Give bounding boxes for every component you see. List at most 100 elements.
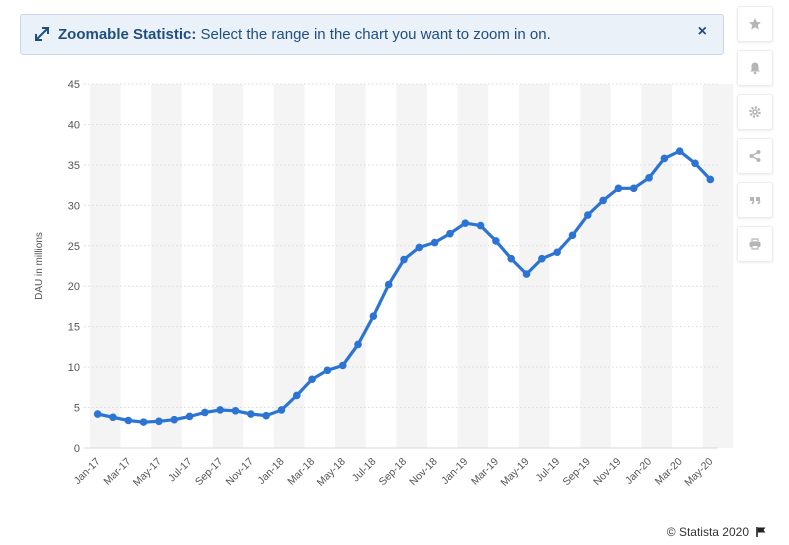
notification-button[interactable]: [737, 50, 773, 86]
data-point: [645, 174, 653, 182]
bell-icon: [750, 62, 760, 75]
y-tick-label: 40: [68, 119, 80, 131]
x-tick-label: May-17: [131, 456, 164, 489]
chart-band: [702, 84, 734, 448]
x-tick-label: Sep-17: [193, 456, 226, 489]
banner-text: Zoomable Statistic: Select the range in …: [58, 26, 551, 43]
x-tick-label: Jul-18: [350, 456, 379, 485]
data-point: [185, 412, 194, 421]
side-toolbar: [737, 6, 773, 270]
chart-bands: [90, 84, 734, 448]
data-point: [446, 229, 454, 238]
x-tick-label: Mar-18: [285, 456, 317, 488]
x-tick-label: Sep-18: [377, 456, 410, 489]
y-tick-label: 10: [68, 362, 80, 374]
data-point: [308, 375, 316, 384]
data-point: [201, 408, 209, 417]
data-point: [262, 411, 270, 420]
data-point: [629, 184, 638, 193]
data-point: [216, 406, 224, 414]
x-tick-label: May-19: [498, 456, 531, 489]
chart-band: [457, 84, 489, 448]
share-button[interactable]: [737, 138, 773, 174]
cite-button[interactable]: [737, 182, 773, 218]
x-tick-label: Mar-20: [653, 456, 685, 488]
favorite-button[interactable]: [737, 6, 773, 42]
chart-gridlines: [84, 83, 718, 449]
statista-credit[interactable]: © Statista 2020: [666, 525, 749, 539]
data-point: [338, 361, 347, 370]
banner-message: Select the range in the chart you want t…: [200, 26, 551, 43]
data-point: [660, 154, 669, 163]
data-point: [124, 416, 133, 425]
data-point: [691, 159, 699, 168]
data-point: [461, 219, 470, 227]
data-point: [706, 175, 715, 184]
y-axis-label: DAU in millions: [34, 232, 45, 300]
close-banner-button[interactable]: ×: [697, 23, 707, 40]
data-point: [155, 417, 163, 426]
x-tick-label: Jan-20: [623, 456, 654, 487]
x-tick-label: Nov-17: [224, 456, 257, 489]
expand-arrows-icon: [35, 27, 49, 41]
x-tick-label: Nov-18: [407, 456, 440, 489]
y-tick-label: 35: [68, 160, 80, 172]
x-tick-label: Mar-19: [469, 456, 501, 488]
x-tick-label: Jan-17: [72, 456, 103, 487]
chart-band: [580, 84, 611, 448]
data-point: [492, 237, 500, 245]
y-tick-label: 20: [68, 281, 80, 293]
footer: © Statista 2020: [667, 525, 767, 539]
data-point: [247, 410, 255, 418]
flag-icon: [756, 527, 766, 537]
data-point: [277, 406, 286, 414]
data-point: [430, 238, 439, 247]
print-button[interactable]: [737, 226, 773, 262]
gear-icon: [749, 106, 761, 118]
data-point: [568, 231, 577, 240]
print-icon: [749, 238, 761, 250]
data-point: [553, 248, 561, 257]
x-tick-label: Jul-17: [166, 456, 195, 485]
data-point: [323, 366, 332, 375]
chart-band: [151, 84, 182, 448]
y-tick-label: 30: [68, 200, 80, 212]
y-tick-label: 25: [68, 241, 80, 253]
x-tick-label: May-18: [315, 456, 348, 489]
series-points: [93, 147, 715, 426]
zoom-banner: Zoomable Statistic: Select the range in …: [20, 14, 724, 55]
data-point: [93, 410, 102, 418]
x-tick-label: Jan-18: [255, 456, 286, 487]
data-point: [538, 254, 546, 263]
data-point: [507, 254, 516, 263]
data-point: [584, 211, 592, 219]
chart-band: [641, 84, 673, 448]
data-point: [231, 406, 240, 415]
data-point: [292, 391, 301, 400]
data-point: [522, 270, 531, 278]
settings-button[interactable]: [737, 94, 773, 130]
data-point: [400, 255, 408, 264]
data-point: [354, 340, 362, 349]
data-point: [599, 196, 607, 205]
chart-band: [273, 84, 305, 448]
y-tick-label: 45: [68, 79, 80, 91]
star-icon: [749, 18, 761, 30]
data-point: [415, 243, 424, 252]
data-point: [476, 221, 485, 230]
data-point: [139, 418, 148, 426]
chart-band: [90, 84, 121, 448]
data-point: [384, 280, 393, 289]
banner-title: Zoomable Statistic:: [58, 26, 197, 43]
y-axis-ticks: 0 5 10 15 20 25 30 35 40 45: [68, 79, 80, 455]
y-tick-label: 15: [68, 322, 80, 334]
x-tick-label: Nov-19: [591, 456, 624, 489]
data-point: [675, 147, 684, 155]
chart-band: [335, 84, 366, 448]
data-point: [614, 184, 623, 193]
x-tick-label: Jan-19: [439, 456, 470, 487]
y-tick-label: 0: [74, 443, 80, 455]
y-tick-label: 5: [74, 403, 80, 415]
